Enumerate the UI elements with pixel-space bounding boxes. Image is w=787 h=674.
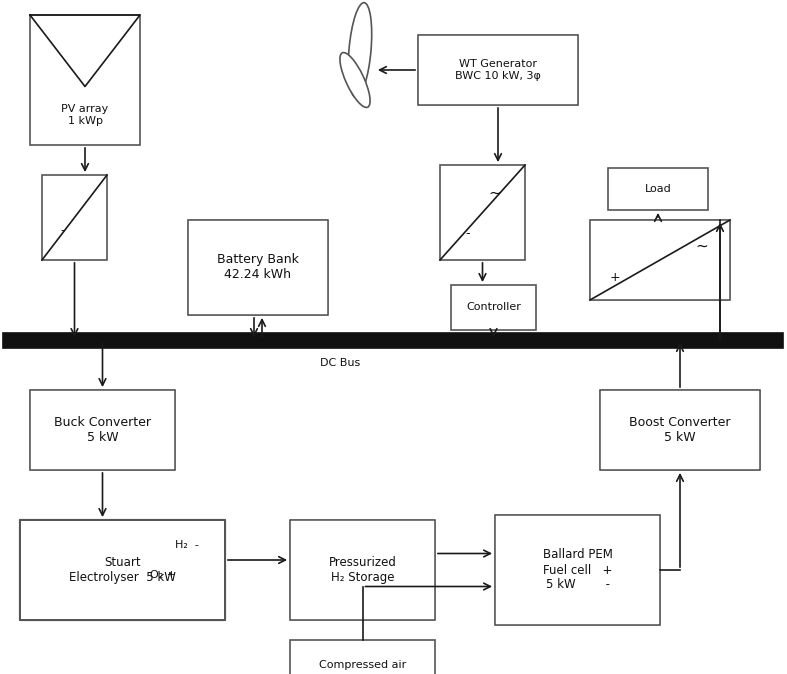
Text: -: - bbox=[465, 227, 470, 240]
Text: Ballard PEM
Fuel cell   +
5 kW        -: Ballard PEM Fuel cell + 5 kW - bbox=[542, 549, 612, 592]
Bar bbox=[290, 640, 435, 674]
Text: Pressurized
H₂ Storage: Pressurized H₂ Storage bbox=[328, 556, 397, 584]
Text: ~: ~ bbox=[489, 186, 501, 201]
FancyBboxPatch shape bbox=[600, 390, 760, 470]
Bar bbox=[608, 168, 708, 210]
Text: PV array
1 kWp: PV array 1 kWp bbox=[61, 104, 109, 126]
Ellipse shape bbox=[349, 3, 371, 97]
Bar bbox=[30, 15, 140, 145]
Ellipse shape bbox=[340, 53, 370, 107]
FancyBboxPatch shape bbox=[451, 285, 536, 330]
Text: Compressed air: Compressed air bbox=[319, 660, 406, 670]
Text: H₂  -: H₂ - bbox=[175, 540, 199, 550]
Text: Boost Converter
5 kW: Boost Converter 5 kW bbox=[630, 416, 731, 444]
FancyBboxPatch shape bbox=[20, 520, 225, 620]
Bar bbox=[42, 175, 107, 260]
Text: Controller: Controller bbox=[466, 303, 521, 313]
Text: ~: ~ bbox=[696, 238, 708, 253]
FancyBboxPatch shape bbox=[290, 520, 435, 620]
Text: -: - bbox=[61, 224, 65, 237]
FancyBboxPatch shape bbox=[188, 220, 328, 315]
Text: WT Generator
BWC 10 kW, 3φ: WT Generator BWC 10 kW, 3φ bbox=[455, 59, 541, 81]
Text: DC Bus: DC Bus bbox=[320, 358, 360, 368]
FancyBboxPatch shape bbox=[30, 390, 175, 470]
Bar bbox=[440, 165, 525, 260]
Text: O₂ +: O₂ + bbox=[150, 570, 176, 580]
Text: Load: Load bbox=[645, 184, 671, 194]
Text: +: + bbox=[610, 271, 620, 284]
FancyBboxPatch shape bbox=[418, 35, 578, 105]
Text: Battery Bank
42.24 kWh: Battery Bank 42.24 kWh bbox=[217, 253, 299, 282]
FancyBboxPatch shape bbox=[590, 220, 730, 300]
FancyBboxPatch shape bbox=[495, 515, 660, 625]
Text: Buck Converter
5 kW: Buck Converter 5 kW bbox=[54, 416, 151, 444]
Text: Stuart
Electrolyser  5 kW: Stuart Electrolyser 5 kW bbox=[69, 556, 176, 584]
